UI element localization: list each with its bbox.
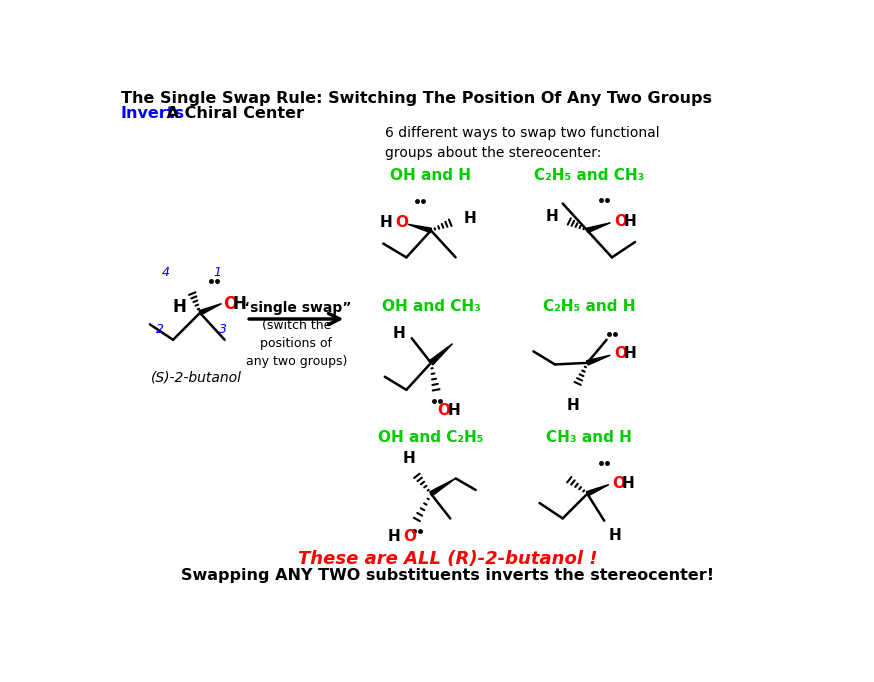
Text: OH and CH₃: OH and CH₃ [382, 299, 481, 314]
Text: O: O [403, 529, 416, 544]
Polygon shape [429, 344, 453, 365]
Text: O: O [223, 295, 238, 312]
Text: H: H [609, 529, 621, 544]
Text: H: H [623, 346, 636, 361]
Text: (switch the
positions of
any two groups): (switch the positions of any two groups) [246, 319, 347, 368]
Text: H: H [403, 451, 416, 466]
Text: H: H [463, 211, 476, 226]
Text: H: H [232, 295, 246, 312]
Text: H: H [387, 529, 400, 544]
Text: 6 different ways to swap two functional
groups about the stereocenter:: 6 different ways to swap two functional … [385, 126, 659, 160]
Text: 2: 2 [156, 323, 164, 336]
Text: “single swap”: “single swap” [241, 301, 351, 315]
Text: H: H [392, 326, 406, 341]
Text: 4: 4 [162, 266, 170, 280]
Text: H: H [447, 403, 460, 418]
Text: The Single Swap Rule: Switching The Position Of Any Two Groups: The Single Swap Rule: Switching The Posi… [121, 91, 711, 106]
Text: H: H [622, 475, 635, 490]
Polygon shape [408, 224, 432, 233]
Text: C₂H₅ and H: C₂H₅ and H [543, 299, 635, 314]
Text: These are ALL (R)-2-butanol !: These are ALL (R)-2-butanol ! [298, 550, 598, 568]
Polygon shape [586, 223, 610, 233]
Text: (S)-2-butanol: (S)-2-butanol [150, 370, 241, 385]
Text: H: H [567, 398, 579, 413]
Text: H: H [623, 213, 636, 228]
Text: OH and H: OH and H [391, 168, 471, 183]
Text: H: H [545, 209, 558, 224]
Text: 1: 1 [213, 266, 221, 280]
Text: 3: 3 [219, 323, 227, 336]
Text: H: H [379, 216, 392, 231]
Text: O: O [614, 346, 628, 361]
Text: O: O [395, 216, 408, 231]
Text: Inverts: Inverts [121, 106, 184, 121]
Text: O: O [437, 403, 450, 418]
Text: CH₃ and H: CH₃ and H [546, 430, 632, 445]
Text: H: H [172, 297, 186, 316]
Text: A Chiral Center: A Chiral Center [161, 106, 304, 121]
Text: OH and C₂H₅: OH and C₂H₅ [378, 430, 483, 445]
Polygon shape [586, 484, 609, 496]
Text: Swapping ANY TWO substituents inverts the stereocenter!: Swapping ANY TWO substituents inverts th… [182, 569, 714, 584]
Polygon shape [430, 478, 455, 496]
Text: O: O [613, 475, 626, 490]
Text: C₂H₅ and CH₃: C₂H₅ and CH₃ [534, 168, 644, 183]
Polygon shape [586, 355, 610, 365]
Text: O: O [614, 213, 628, 228]
Polygon shape [199, 303, 221, 315]
